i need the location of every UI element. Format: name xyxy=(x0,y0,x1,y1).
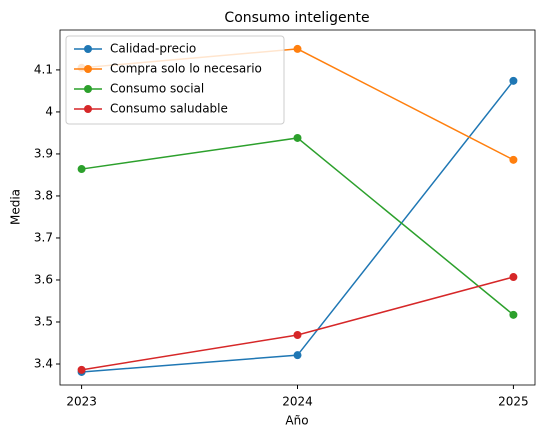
legend-label: Consumo saludable xyxy=(110,102,228,116)
series-line xyxy=(81,137,514,316)
legend-marker xyxy=(84,45,92,53)
legend-marker xyxy=(84,65,92,73)
y-tick-label: 3.9 xyxy=(34,146,53,160)
data-point xyxy=(77,165,86,174)
y-axis-label: Media xyxy=(9,189,23,225)
data-point xyxy=(293,133,302,142)
legend-box xyxy=(65,35,285,125)
y-tick-label: 3.6 xyxy=(34,272,53,286)
legend-label: Consumo social xyxy=(110,82,204,96)
legend: Calidad-precio Compra solo lo necesario Co… xyxy=(65,35,285,125)
plot-frame xyxy=(59,29,536,386)
legend-marker xyxy=(84,105,92,113)
x-tick-label: 2023 xyxy=(66,395,97,409)
y-tick-label: 3.5 xyxy=(34,314,53,328)
series-line xyxy=(81,80,514,373)
data-point xyxy=(509,273,518,282)
legend-marker xyxy=(84,85,92,93)
y-tick-label: 3.8 xyxy=(34,188,53,202)
legend-label: Compra solo lo necesario xyxy=(110,62,262,76)
x-tick-label: 2024 xyxy=(282,395,313,409)
x-axis-label: Año xyxy=(285,414,308,427)
data-point xyxy=(509,310,518,319)
x-tick-label: 2025 xyxy=(498,395,529,409)
y-tick-label: 3.7 xyxy=(34,230,53,244)
y-tick-label: 4.1 xyxy=(34,62,53,76)
data-point xyxy=(293,351,302,360)
y-tick-label: 3.4 xyxy=(34,356,53,370)
data-point xyxy=(293,44,302,53)
y-tick-label: 4 xyxy=(45,104,53,118)
legend-label: Calidad-precio xyxy=(110,42,196,56)
chart-title: Consumo inteligente xyxy=(224,10,369,26)
data-point xyxy=(77,365,86,374)
data-point xyxy=(509,76,518,85)
data-point xyxy=(509,155,518,164)
data-point xyxy=(293,331,302,340)
